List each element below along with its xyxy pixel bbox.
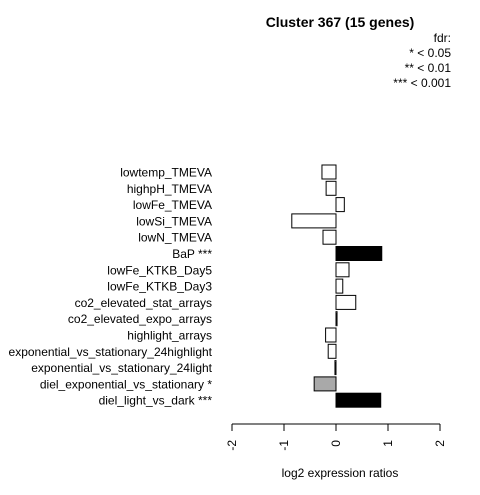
x-tick-label: 1 [381, 440, 395, 447]
bar [325, 180, 337, 196]
bar [335, 278, 344, 294]
legend: fdr:* < 0.05** < 0.01*** < 0.001 [393, 31, 451, 90]
category-label: co2_elevated_expo_arrays [68, 312, 212, 326]
category-label: lowN_TMEVA [138, 231, 212, 245]
legend-line: *** < 0.001 [393, 76, 451, 90]
bar [335, 392, 382, 408]
category-label: BaP *** [172, 247, 212, 261]
x-tick-label: 0 [329, 440, 343, 447]
bar [322, 229, 337, 245]
x-tick-label: 2 [433, 440, 447, 447]
bar [335, 262, 350, 278]
chart-title: Cluster 367 (15 genes) [266, 14, 415, 30]
category-label: lowtemp_TMEVA [120, 166, 212, 180]
category-label: diel_exponential_vs_stationary * [40, 377, 212, 391]
category-label: highlight_arrays [127, 329, 212, 343]
category-label: lowSi_TMEVA [136, 214, 212, 228]
x-axis-label: log2 expression ratios [282, 466, 399, 480]
bar [335, 246, 383, 261]
x-axis: -2 -1 0 1 2 [225, 423, 447, 451]
x-tick-label: -1 [277, 440, 291, 451]
category-label: co2_elevated_stat_arrays [75, 296, 212, 310]
legend-line: fdr: [434, 31, 451, 45]
bar [313, 376, 337, 392]
bar [334, 360, 337, 376]
category-labels: lowtemp_TMEVA highpH_TMEVA lowFe_TMEVA lowS… [9, 166, 213, 408]
bar [291, 213, 337, 229]
legend-line: ** < 0.01 [405, 61, 452, 75]
category-label: lowFe_KTKB_Day5 [107, 263, 212, 277]
bar [325, 327, 337, 343]
x-tick-label: -2 [225, 440, 239, 451]
legend-line: * < 0.05 [409, 46, 451, 60]
bar [327, 343, 337, 359]
category-label: lowFe_TMEVA [133, 198, 212, 212]
bar [335, 294, 357, 310]
category-label: exponential_vs_stationary_24light [31, 361, 212, 375]
category-label: diel_light_vs_dark *** [99, 394, 213, 408]
bar [335, 197, 345, 213]
bar [335, 311, 338, 327]
bars [291, 164, 383, 408]
category-label: exponential_vs_stationary_24highlight [9, 345, 213, 359]
bar [321, 164, 337, 180]
category-label: lowFe_KTKB_Day3 [107, 280, 212, 294]
category-label: highpH_TMEVA [127, 182, 212, 196]
